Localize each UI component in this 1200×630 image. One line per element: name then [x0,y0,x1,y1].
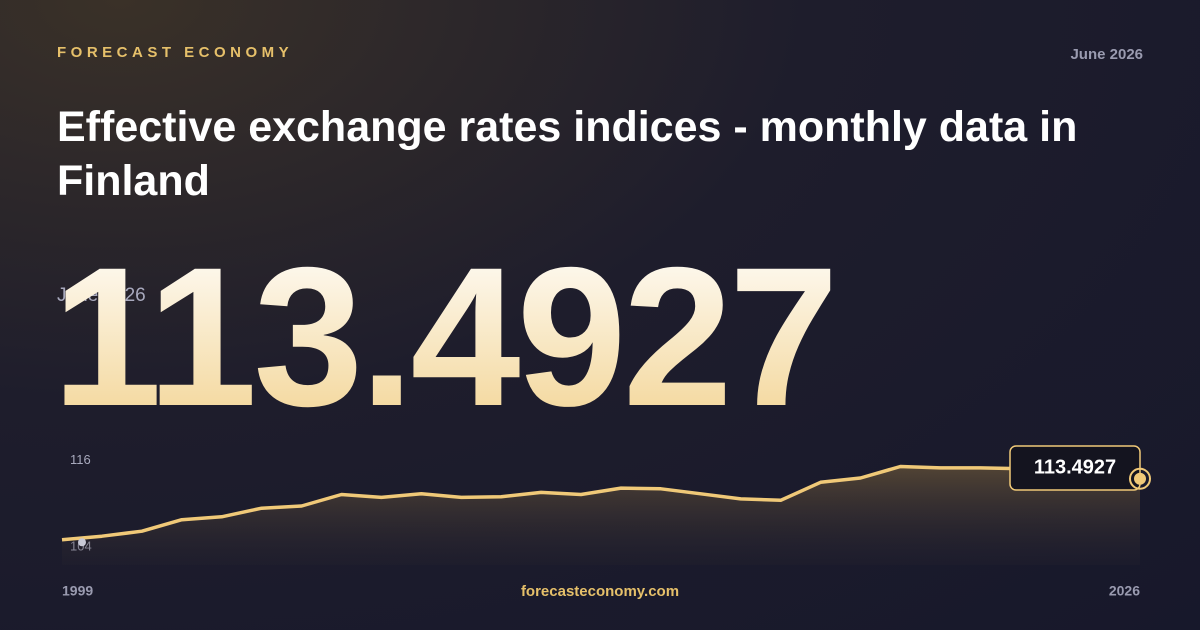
headline-date: June 2026 [57,285,146,306]
footer: forecasteconomy.com [520,583,680,600]
title: Effective exchange rates indices - month… [57,103,1078,205]
y-tick-label: 116 [70,452,91,467]
date: June 2026 [1070,46,1143,63]
headline-value: 113.4927 [52,226,835,447]
callout-value: 113.4927 [1034,456,1116,478]
start-marker [78,538,86,547]
end-ring [1129,467,1151,490]
area [62,466,1140,565]
x-tick-label: 2026 [1109,583,1140,599]
line [61,464,1141,542]
brand: FORECAST ECONOMY [57,44,294,61]
end-marker [1134,472,1146,485]
x-tick-label: 1999 [62,583,93,599]
